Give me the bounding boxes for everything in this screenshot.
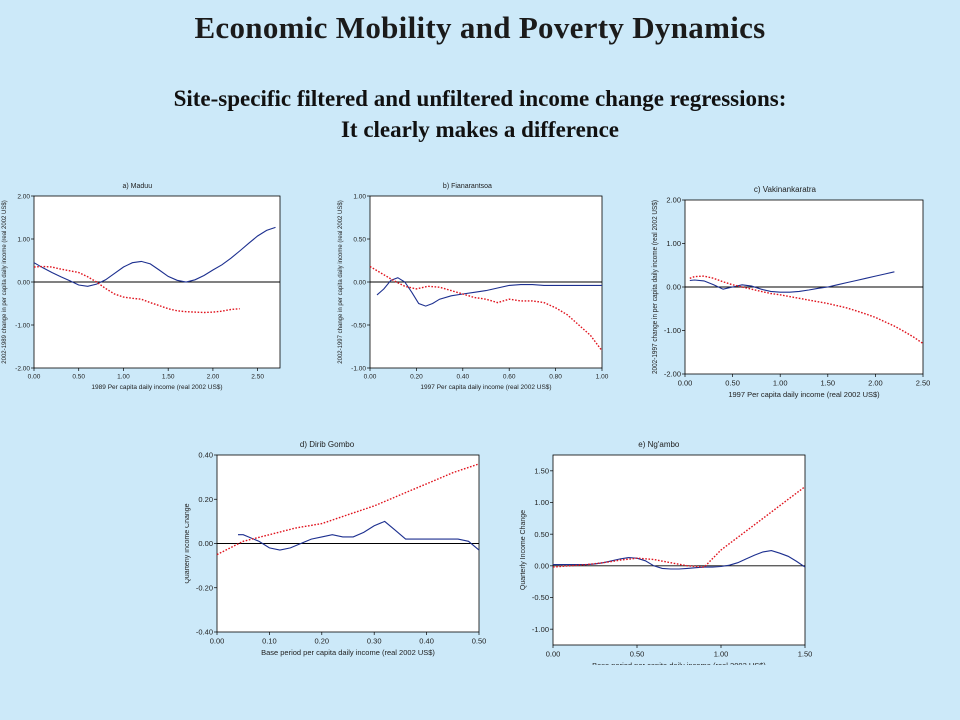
chart-panel-fianarantsoa: b) Fianarantsoa -1.00 -0.50 0.00 0.50 1.00 0.0… [330,168,615,400]
slide-subtitle-line2: It clearly makes a difference [340,117,620,142]
y-tick-label: 0.50 [353,236,366,243]
y-tick-label: 2.00 [666,196,681,205]
filtered-series-line [216,463,480,556]
x-tick-label: 0.80 [549,374,562,381]
unfiltered-series-line [689,271,895,293]
unfiltered-series-line [33,226,276,287]
x-axis-label: 1997 Per capita daily income (real 2002 … [420,384,551,391]
y-axis-label: Quarterly Income Change [185,503,191,583]
x-tick-label: 0.00 [28,374,41,381]
x-tick-label: 0.00 [546,650,561,659]
chart-title: a) Maduu [123,183,153,190]
y-tick-label: 2.00 [17,193,30,200]
x-tick-label: 0.00 [210,637,225,646]
y-tick-label: 0.00 [666,283,681,292]
x-axis-label: 1989 Per capita daily income (real 2002 … [91,384,222,391]
y-tick-label: -0.50 [351,322,366,329]
y-tick-label: -0.20 [196,583,213,592]
chart-ngambo: e) Ng'ambo -1.00 -0.50 0.00 0.50 1.00 1.50 0.00… [520,440,813,665]
x-axis-label: Base period per capita daily income (rea… [261,648,435,657]
x-axis-label: Base period per capita daily income (rea… [592,661,766,665]
chart-panel-dirib-gombo: d) Dirib Gombo -0.40 -0.20 0.00 0.20 0.40 0.00… [185,425,500,665]
y-tick-label: 0.40 [198,451,213,460]
y-tick-label: 1.00 [353,193,366,200]
chart-vakinankaratra: c) Vakinankaratra -2.00 -1.00 0.00 1.00 2.00 0… [652,185,931,399]
x-tick-label: 0.60 [503,374,516,381]
x-tick-label: 1.00 [714,650,729,659]
x-tick-label: 0.40 [419,637,434,646]
chart-panel-ngambo: e) Ng'ambo -1.00 -0.50 0.00 0.50 1.00 1.50 0.00… [505,425,825,665]
y-tick-label: 1.50 [534,466,549,475]
chart-title: c) Vakinankaratra [754,185,817,194]
y-tick-label: 0.00 [17,279,30,286]
y-tick-label: -1.00 [15,322,30,329]
x-tick-label: 1.50 [820,379,835,388]
x-tick-label: 0.50 [630,650,645,659]
y-tick-label: 1.00 [666,239,681,248]
slide-title: Economic Mobility and Poverty Dynamics [194,10,766,45]
y-tick-label: 0.20 [198,495,213,504]
y-tick-label: -0.40 [196,628,213,637]
x-axis-label: 1997 Per capita daily income (real 2002 … [728,390,880,399]
y-tick-label: -0.50 [532,593,549,602]
x-tick-label: 1.00 [773,379,788,388]
y-tick-label: 0.00 [353,279,366,286]
y-tick-label: -1.00 [532,625,549,634]
x-tick-label: 0.10 [262,637,277,646]
x-tick-label: 0.20 [410,374,423,381]
x-tick-label: 2.00 [207,374,220,381]
y-axis-label: Quarterly Income Change [520,510,527,590]
y-axis-label: 2002-1997 change in per capita daily inc… [338,200,344,363]
x-tick-label: 1.50 [798,650,813,659]
unfiltered-series-line [238,520,480,551]
slide-subtitle-line1: Site-specific filtered and unfiltered in… [173,86,787,111]
chart-fianarantsoa: b) Fianarantsoa -1.00 -0.50 0.00 0.50 1.00 0.0… [338,183,609,391]
y-tick-label: 0.50 [534,530,549,539]
x-tick-label: 1.00 [117,374,130,381]
x-tick-label: 0.00 [678,379,693,388]
x-tick-label: 0.20 [314,637,329,646]
chart-title: e) Ng'ambo [638,440,680,449]
x-tick-label: 2.50 [251,374,264,381]
y-tick-label: -2.00 [664,370,681,379]
y-tick-label: 1.00 [534,498,549,507]
x-tick-label: 0.30 [367,637,382,646]
x-tick-label: 0.40 [456,374,469,381]
chart-panel-maduu: a) Maduu -2.00 -1.00 0.00 1.00 2.00 0.00 0.50 1.… [0,168,290,400]
x-tick-label: 0.50 [472,637,487,646]
filtered-series-line [33,265,240,314]
chart-title: b) Fianarantsoa [443,183,492,190]
chart-panel-vakinankaratra: c) Vakinankaratra -2.00 -1.00 0.00 1.00 2.00 0… [645,168,935,410]
y-tick-label: -1.00 [351,365,366,372]
y-tick-label: 0.00 [534,561,549,570]
y-tick-label: -2.00 [15,365,30,372]
x-tick-label: 2.50 [916,379,931,388]
x-tick-label: 0.00 [364,374,377,381]
chart-maduu: a) Maduu -2.00 -1.00 0.00 1.00 2.00 0.00 0.50 1.… [2,183,281,391]
y-tick-label: -1.00 [664,326,681,335]
x-tick-label: 1.00 [596,374,609,381]
x-tick-label: 0.50 [725,379,740,388]
unfiltered-series-line [376,277,602,307]
x-tick-label: 0.50 [72,374,85,381]
filtered-series-line [552,486,806,568]
chart-dirib-gombo: d) Dirib Gombo -0.40 -0.20 0.00 0.20 0.40 0.00… [185,440,487,657]
x-tick-label: 1.50 [162,374,175,381]
y-axis-label: 2002-1997 change in per capita daily inc… [652,200,659,374]
y-axis-label: 2002-1989 change in per capita daily inc… [2,200,8,363]
y-tick-label: 1.00 [17,236,30,243]
x-tick-label: 2.00 [868,379,883,388]
filtered-series-line [689,275,924,345]
y-tick-label: 0.00 [198,539,213,548]
plot-area [552,454,806,646]
chart-title: d) Dirib Gombo [300,440,355,449]
